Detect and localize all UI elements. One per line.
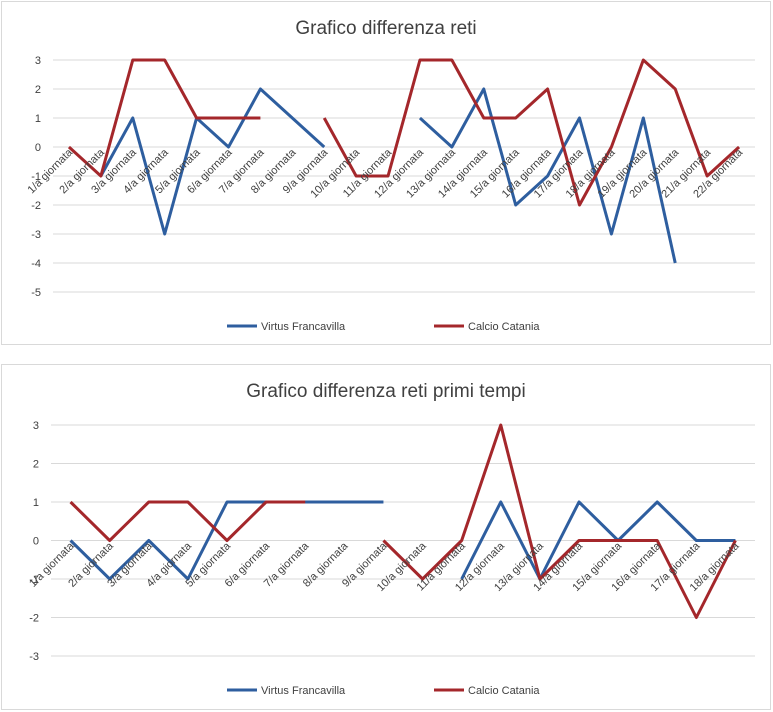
legend-label: Calcio Catania (468, 685, 540, 697)
legend-label: Virtus Francavilla (261, 321, 346, 333)
chart-title: Grafico differenza reti primi tempi (246, 381, 526, 402)
y-tick-label: 0 (35, 142, 41, 154)
series-line-calcio-catania (322, 58, 741, 207)
y-tick-label: 2 (33, 459, 39, 471)
chart-differenza-reti-primi-tempi: Grafico differenza reti primi tempi 3 2 1 0… (1, 364, 771, 710)
chart-differenza-reti: Grafico differenza reti 3 2 1 0 -1 -2 -3 -4 -5 1/… (1, 1, 771, 345)
legend-label: Calcio Catania (468, 321, 540, 333)
y-tick-label: -2 (29, 613, 39, 625)
series-line-calcio-catania (69, 500, 306, 542)
series-line-virtus-francavilla (460, 500, 736, 581)
y-tick-label: 0 (33, 536, 39, 548)
y-tick-label: -3 (29, 651, 39, 663)
y-tick-label: -3 (31, 229, 41, 241)
y-tick-label: 3 (35, 55, 41, 67)
y-tick-label: 3 (33, 420, 39, 432)
series-line-calcio-catania (382, 423, 737, 619)
y-tick-label: -1 (29, 574, 39, 586)
legend-label: Virtus Francavilla (261, 685, 346, 697)
chart-title: Grafico differenza reti (295, 18, 477, 39)
y-tick-label: -5 (31, 287, 41, 299)
y-tick-label: -1 (31, 171, 41, 183)
y-tick-label: 1 (33, 497, 39, 509)
y-tick-label: -4 (31, 258, 41, 270)
series-line-calcio-catania (67, 58, 261, 178)
series-line-virtus-francavilla (418, 87, 677, 264)
y-tick-label: 1 (35, 113, 41, 125)
y-tick-label: 2 (35, 84, 41, 96)
series-line-virtus-francavilla (69, 500, 384, 581)
series-line-virtus-francavilla (99, 87, 326, 236)
y-tick-label: -2 (31, 200, 41, 212)
